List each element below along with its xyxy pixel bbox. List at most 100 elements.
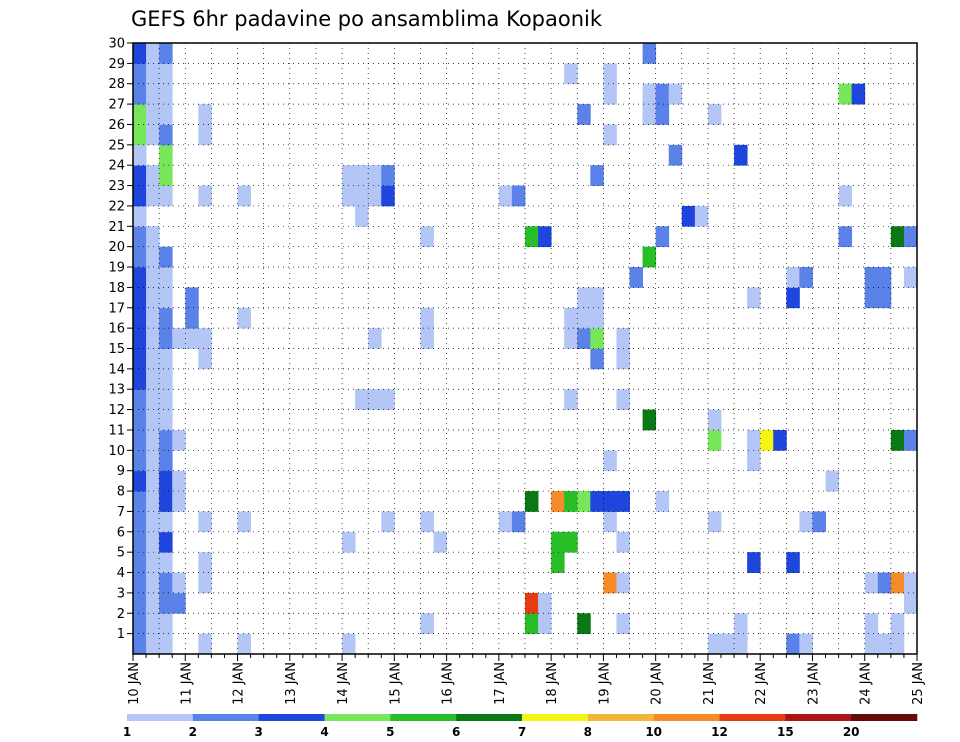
heatmap-cell	[603, 450, 617, 472]
heatmap-cell	[642, 409, 657, 431]
colorbar-swatch	[653, 714, 720, 721]
y-tick-label: 16	[108, 322, 125, 337]
heatmap-cell	[551, 552, 565, 573]
heatmap-cell	[159, 185, 173, 207]
heatmap-cell	[864, 633, 879, 655]
heatmap-cell	[146, 104, 160, 125]
heatmap-cell	[146, 43, 160, 64]
heatmap-cell	[159, 389, 173, 410]
heatmap-cell	[133, 470, 147, 492]
heatmap-cell	[342, 633, 356, 655]
heatmap-cell	[903, 572, 918, 594]
heatmap-cell	[760, 429, 774, 451]
heatmap-cell	[577, 491, 591, 512]
heatmap-cell	[538, 592, 552, 614]
heatmap-cell	[146, 368, 160, 390]
heatmap-cell	[707, 633, 722, 655]
heatmap-cell	[237, 633, 251, 655]
heatmap-cell	[159, 348, 173, 370]
x-tick-label: 24 JAN	[859, 662, 874, 705]
heatmap-cell	[159, 144, 173, 166]
heatmap-cell	[146, 409, 160, 431]
y-tick-label: 23	[108, 179, 125, 194]
heatmap-cell	[864, 287, 879, 309]
plot-frame	[132, 42, 918, 655]
heatmap-cell	[159, 104, 173, 125]
colorbar: 1 2 3 4 5 6 7 8 10 12 15 20	[123, 714, 918, 739]
y-tick-label: 4	[117, 566, 125, 581]
heatmap-cell	[368, 165, 382, 186]
heatmap-cell	[133, 592, 147, 614]
heatmap-cell	[525, 491, 539, 512]
heatmap-cell	[734, 633, 748, 655]
heatmap-cell	[799, 511, 813, 533]
heatmap-cell	[368, 328, 382, 349]
heatmap-cell	[159, 511, 173, 533]
heatmap-cell	[838, 83, 853, 105]
heatmap-cell	[133, 511, 147, 533]
heatmap-cell	[133, 63, 147, 85]
y-tick-label: 30	[108, 37, 125, 52]
heatmap-cell	[159, 368, 173, 390]
heatmap-cell	[590, 348, 604, 370]
colorbar-label: 20	[843, 725, 860, 739]
colorbar-swatch	[785, 714, 852, 721]
heatmap-cell	[133, 613, 147, 635]
colorbar-swatch	[127, 714, 194, 721]
x-tick-label: 12 JAN	[232, 662, 247, 705]
colorbar-label: 6	[452, 725, 460, 739]
heatmap-cell	[577, 328, 591, 349]
heatmap-cell	[838, 226, 853, 248]
heatmap-cell	[159, 328, 173, 349]
heatmap-cell	[655, 226, 670, 248]
heatmap-cell	[237, 307, 251, 329]
y-tick-label: 28	[108, 77, 125, 92]
heatmap-cell	[381, 511, 395, 533]
colorbar-swatch	[587, 714, 654, 721]
colorbar-label: 3	[254, 725, 262, 739]
heatmap-cell	[799, 267, 813, 288]
x-tick-label: 21 JAN	[702, 662, 717, 705]
colorbar-swatch	[258, 714, 325, 721]
heatmap-cell	[355, 389, 369, 410]
heatmap-cell	[355, 165, 369, 186]
heatmap-cell	[133, 226, 147, 248]
y-tick-label: 13	[108, 383, 125, 398]
heatmap-cell	[133, 633, 147, 655]
heatmap-cell	[355, 185, 369, 207]
colorbar-label: 2	[189, 725, 197, 739]
heatmap-cell	[146, 226, 160, 248]
heatmap-cell	[146, 63, 160, 85]
heatmap-cell	[172, 429, 186, 451]
heatmap-cell	[642, 246, 657, 268]
heatmap-cell	[237, 511, 251, 533]
heatmap-cell	[381, 185, 395, 207]
colorbar-swatch	[192, 714, 259, 721]
heatmap-cell	[590, 307, 604, 329]
heatmap-cell	[616, 531, 630, 553]
heatmap-cell	[368, 389, 382, 410]
heatmap-cell	[525, 613, 539, 635]
heatmap-cell	[864, 613, 879, 635]
heatmap-cell	[864, 267, 879, 288]
heatmap-cell	[133, 409, 147, 431]
heatmap-cell	[133, 246, 147, 268]
heatmap-cell	[603, 63, 617, 85]
y-tick-label: 19	[108, 261, 125, 276]
y-tick-label: 10	[108, 444, 125, 459]
heatmap-cell	[133, 328, 147, 349]
y-tick-label: 24	[108, 159, 125, 174]
heatmap-cell	[747, 450, 761, 472]
heatmap-cell	[616, 389, 630, 410]
heatmap-cell	[198, 511, 212, 533]
heatmap-cell	[838, 185, 853, 207]
heatmap-cell	[433, 531, 447, 553]
y-tick-label: 22	[108, 199, 125, 214]
heatmap-cell	[133, 491, 147, 512]
heatmap-cell	[146, 470, 160, 492]
heatmap-cell	[629, 267, 643, 288]
colorbar-label: 10	[645, 725, 662, 739]
heatmap-cell	[159, 572, 173, 594]
colorbar-swatch	[390, 714, 457, 721]
heatmap-cell	[903, 592, 918, 614]
